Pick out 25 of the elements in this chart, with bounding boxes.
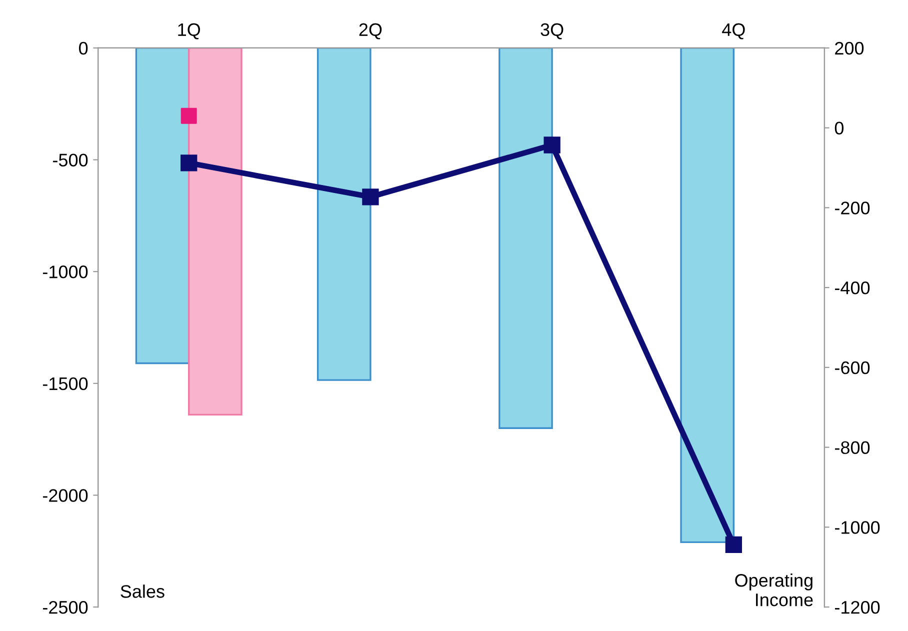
x-tick-label: 1Q <box>178 23 200 40</box>
y-tick-label: 0 <box>79 42 88 55</box>
y2-tick-label: -1000 <box>834 521 880 534</box>
point <box>725 536 742 554</box>
x-tick-label: 3Q <box>540 23 564 40</box>
point <box>362 188 379 206</box>
x-tick-label: 2Q <box>359 23 382 40</box>
y-tick-label: -500 <box>53 154 88 166</box>
point <box>180 154 198 172</box>
y2-axis-title: Operating Income <box>735 574 813 606</box>
y2-tick-label: -1200 <box>834 600 880 614</box>
point <box>180 108 197 124</box>
y2-tick-label: -200 <box>834 202 870 214</box>
y-tick-label: -1500 <box>42 377 88 390</box>
point <box>544 136 560 154</box>
y2-tick-label: -600 <box>834 361 870 374</box>
y2-tick-label: 200 <box>835 42 864 55</box>
y-axis-title: Sales <box>120 584 164 598</box>
y-tick-label: -2000 <box>42 489 88 502</box>
y-tick-label: -2500 <box>42 600 88 614</box>
y2-tick-label: -400 <box>834 281 870 294</box>
y2-tick-label: -800 <box>834 441 870 454</box>
y2-tick-label: 0 <box>834 122 844 135</box>
x-tick-label: 4Q <box>722 23 745 40</box>
y-tick-label: -1000 <box>42 266 88 278</box>
